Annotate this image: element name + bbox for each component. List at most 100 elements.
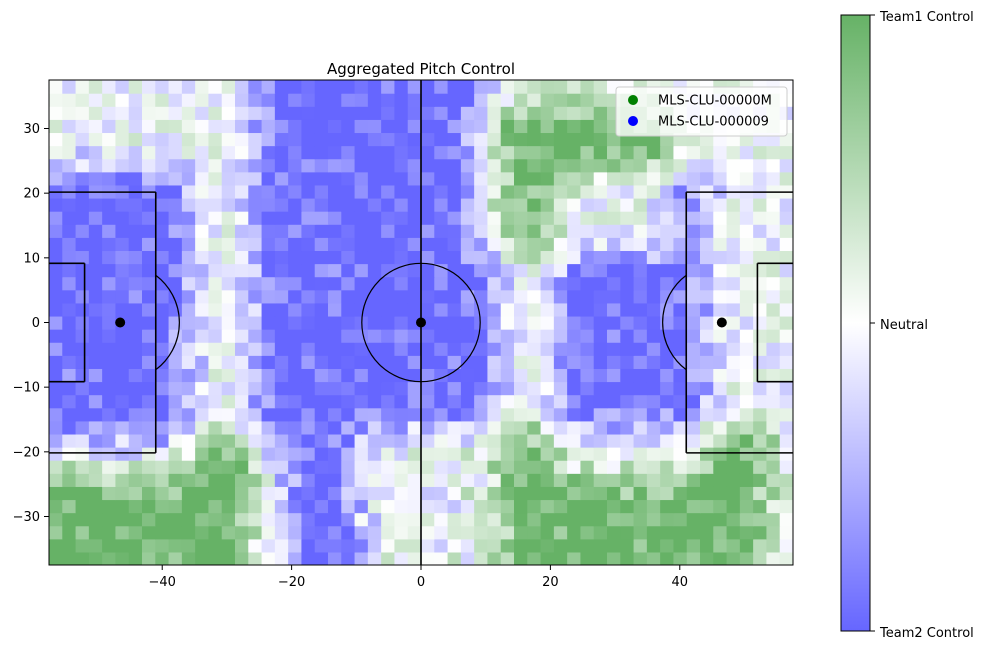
heatmap-cell — [474, 355, 489, 369]
heatmap-cell — [766, 460, 781, 474]
heatmap-cell — [181, 132, 196, 147]
heatmap-cell — [168, 80, 183, 94]
heatmap-cell — [49, 394, 63, 409]
heatmap-cell — [102, 499, 117, 514]
heatmap-cell — [208, 407, 223, 422]
heatmap-cell — [527, 250, 542, 265]
heatmap-cell — [195, 473, 210, 487]
heatmap-cell — [514, 302, 528, 317]
heatmap-cell — [434, 158, 449, 173]
heatmap-cell — [434, 276, 449, 291]
heatmap-cell — [527, 289, 542, 304]
heatmap-cell — [62, 473, 77, 487]
heatmap-cell — [62, 302, 77, 317]
heatmap-cell — [328, 551, 342, 565]
heatmap-cell — [739, 433, 754, 448]
heatmap-cell — [593, 433, 608, 448]
heatmap-cell — [235, 512, 249, 527]
heatmap-cell — [514, 473, 528, 487]
heatmap-cell — [713, 237, 728, 252]
heatmap-cell — [261, 119, 276, 134]
heatmap-cell — [726, 420, 741, 435]
heatmap-cell — [500, 473, 515, 487]
heatmap-cell — [514, 420, 528, 435]
heatmap-cell — [673, 145, 688, 160]
heatmap-cell — [62, 355, 77, 369]
heatmap-cell — [567, 381, 582, 396]
heatmap-cell — [62, 538, 77, 553]
heatmap-cell — [128, 420, 143, 435]
heatmap-cell — [686, 211, 701, 225]
heatmap-cell — [686, 329, 701, 343]
heatmap-cell — [673, 499, 688, 514]
heatmap-cell — [739, 145, 754, 160]
heatmap-cell — [274, 315, 289, 330]
heatmap-cell — [474, 447, 489, 461]
heatmap-cell — [62, 407, 77, 422]
heatmap-cell — [301, 158, 316, 173]
heatmap-cell — [514, 145, 528, 160]
heatmap-cell — [700, 197, 714, 212]
legend-label: MLS-CLU-00000M — [658, 94, 772, 109]
heatmap-cell — [620, 145, 635, 160]
heatmap-cell — [500, 119, 515, 134]
heatmap-cell — [168, 342, 183, 356]
heatmap-cell — [394, 145, 409, 160]
heatmap-cell — [248, 263, 263, 278]
heatmap-cell — [341, 355, 356, 369]
heatmap-cell — [421, 237, 435, 252]
heatmap-cell — [88, 499, 103, 514]
heatmap-cell — [673, 355, 688, 369]
heatmap-cell — [434, 525, 449, 540]
heatmap-cell — [487, 460, 502, 474]
heatmap-cell — [540, 237, 555, 252]
heatmap-cell — [739, 368, 754, 383]
heatmap-cell — [394, 538, 409, 553]
heatmap-cell — [128, 486, 143, 501]
heatmap-cell — [646, 381, 661, 396]
heatmap-cell — [195, 394, 210, 409]
heatmap-cell — [341, 420, 356, 435]
heatmap-cell — [739, 394, 754, 409]
heatmap-cell — [673, 381, 688, 396]
heatmap-cell — [753, 237, 768, 252]
heatmap-cell — [341, 250, 356, 265]
heatmap-cell — [155, 512, 170, 527]
heatmap-cell — [221, 80, 236, 94]
heatmap-cell — [181, 289, 196, 304]
heatmap-cell — [673, 512, 688, 527]
heatmap-cell — [115, 302, 130, 317]
heatmap-cell — [487, 132, 502, 147]
heatmap-cell — [726, 525, 741, 540]
heatmap-cell — [75, 407, 90, 422]
heatmap-cell — [620, 433, 635, 448]
heatmap-cell — [500, 329, 515, 343]
heatmap-cell — [261, 184, 276, 199]
heatmap-cell — [155, 394, 170, 409]
heatmap-cell — [115, 433, 130, 448]
heatmap-cell — [142, 368, 156, 383]
heatmap-cell — [208, 184, 223, 199]
heatmap-cell — [421, 473, 435, 487]
heatmap-cell — [540, 211, 555, 225]
heatmap-cell — [155, 106, 170, 120]
heatmap-cell — [646, 407, 661, 422]
heatmap-cell — [607, 525, 621, 540]
heatmap-cell — [248, 106, 263, 120]
heatmap-cell — [394, 460, 409, 474]
heatmap-cell — [686, 473, 701, 487]
heatmap-cell — [128, 315, 143, 330]
heatmap-cell — [646, 355, 661, 369]
heatmap-cell — [288, 315, 303, 330]
heatmap-cell — [567, 329, 582, 343]
heatmap-cell — [673, 211, 688, 225]
heatmap-cell — [567, 276, 582, 291]
heatmap-cell — [354, 551, 369, 565]
heatmap-cell — [779, 289, 793, 304]
heatmap-cell — [460, 315, 475, 330]
heatmap-cell — [394, 447, 409, 461]
heatmap-cell — [421, 355, 435, 369]
heatmap-cell — [248, 171, 263, 186]
heatmap-cell — [221, 342, 236, 356]
